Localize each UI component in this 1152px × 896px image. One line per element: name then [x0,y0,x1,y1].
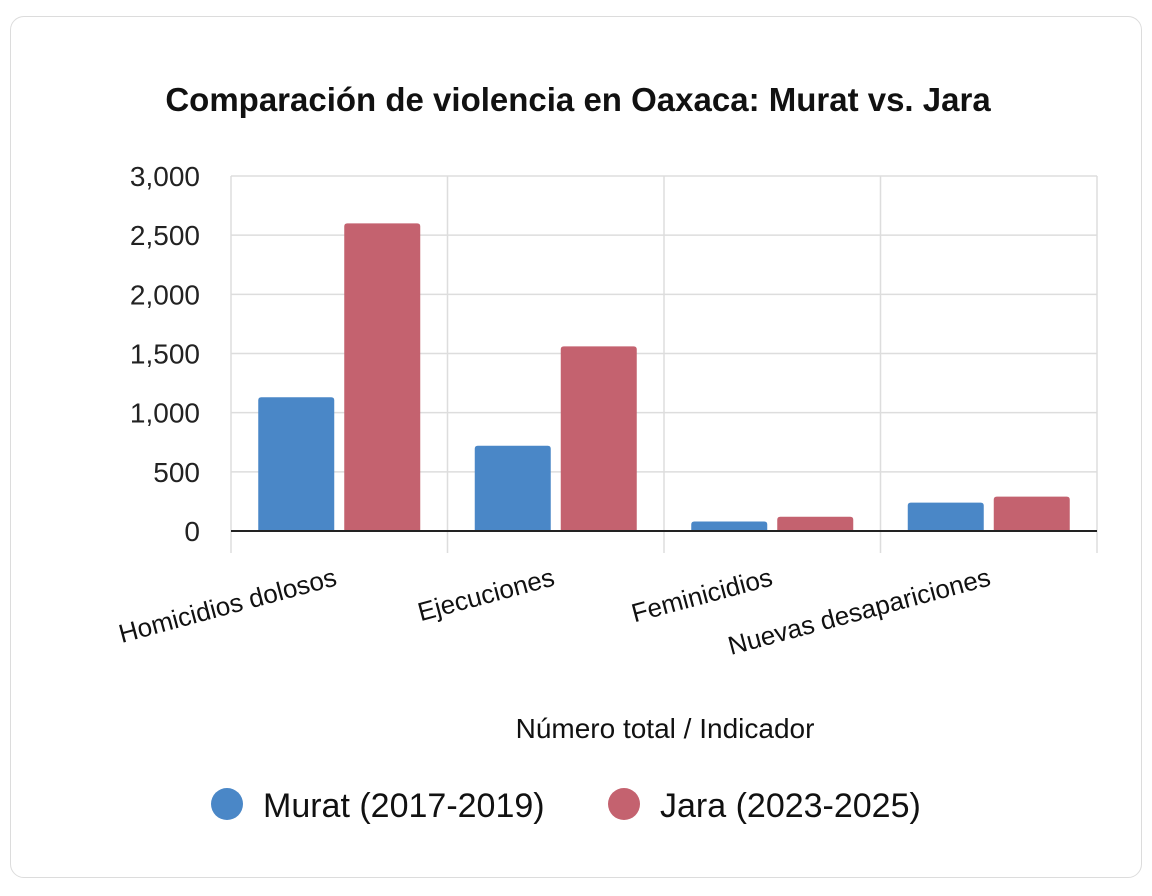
legend-item-murat[interactable]: Murat (2017-2019) [211,787,545,825]
legend-label: Murat (2017-2019) [263,787,545,825]
x-tick-label: Ejecuciones [414,562,557,627]
bar-jara-2[interactable] [777,516,854,531]
chart-title: Comparación de violencia en Oaxaca: Mura… [165,81,991,118]
legend-item-jara[interactable]: Jara (2023-2025) [608,787,921,825]
bar-jara-1[interactable] [560,346,637,531]
bar-murat-0[interactable] [258,397,335,531]
legend-swatch [211,788,243,820]
legend-label: Jara (2023-2025) [660,787,921,825]
x-tick-label: Feminicidios [628,562,775,628]
x-tick-label: Homicidios dolosos [115,562,339,649]
bar-jara-0[interactable] [344,223,421,532]
y-tick-label: 0 [184,516,200,547]
bar-murat-1[interactable] [474,445,551,531]
y-tick-label: 1,500 [130,339,200,370]
y-tick-label: 3,000 [130,161,200,192]
bar-murat-3[interactable] [907,502,984,531]
x-axis-title: Número total / Indicador [516,713,815,744]
legend[interactable]: Murat (2017-2019) Jara (2023-2025) [211,787,921,825]
bars [258,223,1070,532]
y-axis: 0 500 1,000 1,500 2,000 2,500 3,000 [130,161,200,547]
x-axis: Homicidios dolosos Ejecuciones Feminicidio… [115,562,993,661]
y-tick-label: 500 [153,457,200,488]
bar-murat-2[interactable] [691,521,768,531]
bar-jara-3[interactable] [993,496,1070,531]
y-tick-label: 2,000 [130,279,200,310]
y-tick-label: 2,500 [130,220,200,251]
y-tick-label: 1,000 [130,398,200,429]
legend-swatch [608,788,640,820]
